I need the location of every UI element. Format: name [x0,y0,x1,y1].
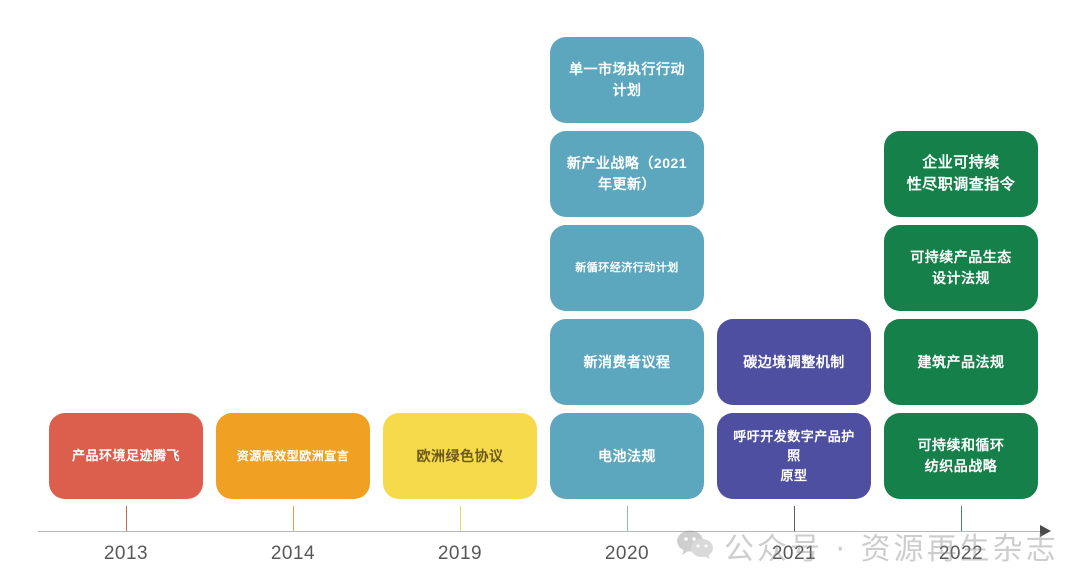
timeline-tick-stem [460,506,461,531]
timeline-node-line: 单一市场执行行动 [569,61,685,77]
timeline-node[interactable]: 产品环境足迹腾飞 [49,413,203,499]
timeline-year-label-2019: 2019 [437,543,483,564]
timeline-node-label: 碳边境调整机制 [743,352,845,373]
timeline-column-2014: 资源高效型欧洲宣言 [216,413,370,507]
timeline-node-line: 性尽职调查指令 [906,176,1016,193]
timeline-node-line: 可持续和循环 [917,437,1005,453]
timeline-node-line: 可持续产品生态 [910,249,1012,265]
timeline-node-label: 欧洲绿色协议 [417,446,504,467]
timeline-node[interactable]: 新消费者议程 [550,319,704,405]
timeline-node-line: 碳边境调整机制 [743,353,845,370]
timeline-node-label: 新消费者议程 [584,352,671,373]
timeline-node[interactable]: 新产业战略（2021 年更新） [550,131,704,217]
timeline-node-line: 新循环经济行动计划 [575,261,679,274]
timeline-column-2022: 可持续和循环 纺织品战略 建筑产品法规 可持续产品生态 设计法规 企业可持续 性尽职调查指令 [884,131,1038,507]
timeline-tick-stem [961,506,962,531]
timeline-node-label: 资源高效型欧洲宣言 [237,447,350,465]
timeline-node[interactable]: 呼吁开发数字产品护照原型 [717,413,871,499]
timeline-node-line: 新产业战略（2021 [566,155,688,171]
timeline-node-label: 新产业战略（2021 年更新） [567,153,687,195]
timeline-node-line: 新消费者议程 [583,353,671,370]
timeline-year-label-2014: 2014 [270,543,316,564]
timeline-axis-line [38,531,1046,532]
timeline-tick-stem [627,506,628,531]
timeline-node-line: 资源高效型欧洲宣言 [236,449,350,463]
timeline-year-label-2013: 2013 [103,543,149,564]
timeline-node-label: 产品环境足迹腾飞 [72,446,180,466]
timeline-tick-stem [794,506,795,531]
timeline-node[interactable]: 新循环经济行动计划 [550,225,704,311]
timeline-node[interactable]: 建筑产品法规 [884,319,1038,405]
timeline-node[interactable]: 可持续产品生态 设计法规 [884,225,1038,311]
timeline-node-label: 企业可持续性尽职调查指令 [907,152,1016,197]
timeline-node-label: 新循环经济行动计划 [575,260,679,277]
timeline-node-line: 企业可持续 [922,153,1000,171]
timeline-column-2020: 电池法规 新消费者议程 新循环经济行动计划 新产业战略（2021 年更新） 单一市场执行行… [550,37,704,507]
timeline-node[interactable]: 碳边境调整机制 [717,319,871,405]
timeline-node-line: 计划 [612,82,642,98]
timeline-node-line: 电池法规 [598,447,656,464]
timeline-axis-arrow-icon [1040,525,1051,537]
timeline-node-line: 呼吁开发数字产品护照 [733,428,855,464]
timeline-tick-stem [293,506,294,531]
timeline-node-label: 电池法规 [598,446,656,467]
timeline-node[interactable]: 欧洲绿色协议 [383,413,537,499]
timeline-node[interactable]: 单一市场执行行动 计划 [550,37,704,123]
timeline-node[interactable]: 可持续和循环 纺织品战略 [884,413,1038,499]
timeline-column-2013: 产品环境足迹腾飞 [49,413,203,507]
timeline-column-2021: 呼吁开发数字产品护照原型 碳边境调整机制 [717,319,871,507]
timeline-node[interactable]: 资源高效型欧洲宣言 [216,413,370,499]
timeline-year-label-2020: 2020 [604,543,650,564]
timeline-node-line: 设计法规 [932,270,990,286]
timeline-node[interactable]: 企业可持续性尽职调查指令 [884,131,1038,217]
timeline-year-label-2021: 2021 [771,543,817,564]
timeline-node-label: 建筑产品法规 [918,352,1005,373]
timeline-node-label: 单一市场执行行动 计划 [569,59,685,101]
timeline-tick-stem [126,506,127,531]
timeline-node-line: 欧洲绿色协议 [416,447,504,464]
timeline-node[interactable]: 电池法规 [550,413,704,499]
timeline-year-label-2022: 2022 [938,543,984,564]
timeline-node-line: 纺织品战略 [924,458,998,474]
timeline-column-2019: 欧洲绿色协议 [383,413,537,507]
timeline-node-label: 可持续产品生态 设计法规 [910,247,1012,289]
timeline-node-line: 产品环境足迹腾飞 [71,448,180,464]
timeline-node-label: 可持续和循环 纺织品战略 [918,435,1005,477]
timeline-node-line: 原型 [780,467,808,483]
timeline-node-line: 年更新） [598,176,656,192]
timeline-node-line: 建筑产品法规 [917,353,1005,370]
timeline-node-label: 呼吁开发数字产品护照原型 [729,427,859,486]
